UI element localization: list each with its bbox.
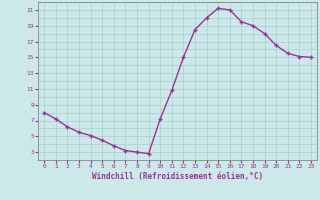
X-axis label: Windchill (Refroidissement éolien,°C): Windchill (Refroidissement éolien,°C) bbox=[92, 172, 263, 181]
